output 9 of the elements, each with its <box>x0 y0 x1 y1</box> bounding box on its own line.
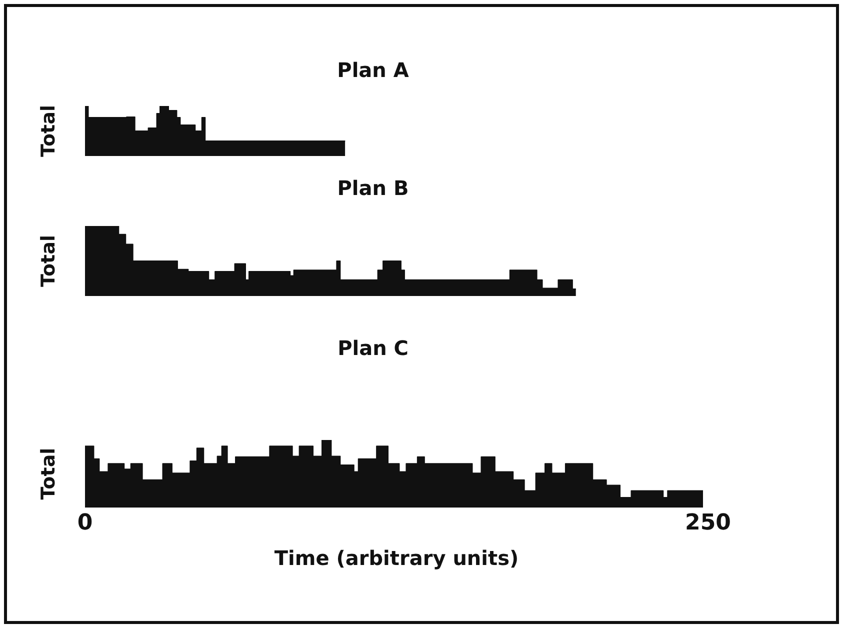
x-tick-label: 250 <box>685 510 731 536</box>
x-axis-title: Time (arbitrary units) <box>274 546 519 570</box>
chart-title: Plan B <box>337 176 409 200</box>
chart-title: Plan A <box>337 58 410 82</box>
y-axis-title: Total <box>37 235 60 287</box>
y-axis-title: Total <box>37 105 60 157</box>
y-axis-title: Total <box>37 448 60 500</box>
chart-title: Plan C <box>338 336 408 360</box>
x-tick-label: 0 <box>77 510 93 536</box>
